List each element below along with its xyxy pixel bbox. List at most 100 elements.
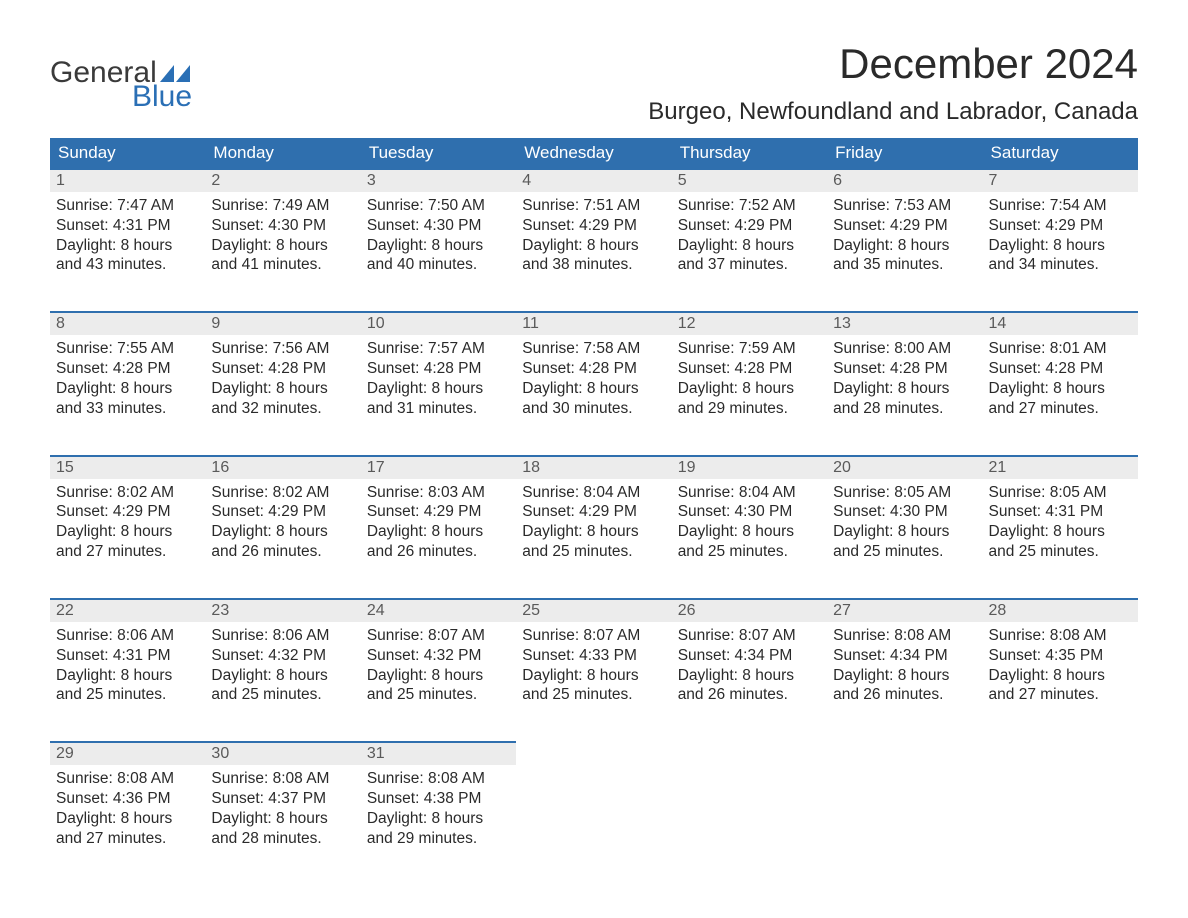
sunrise: Sunrise: 8:05 AM xyxy=(989,483,1132,503)
sunrise: Sunrise: 8:06 AM xyxy=(56,626,199,646)
day-body: Sunrise: 8:02 AMSunset: 4:29 PMDaylight:… xyxy=(205,479,360,566)
sunrise: Sunrise: 7:55 AM xyxy=(56,339,199,359)
sunrise: Sunrise: 8:05 AM xyxy=(833,483,976,503)
sunrise: Sunrise: 7:57 AM xyxy=(367,339,510,359)
calendar-cell: 14Sunrise: 8:01 AMSunset: 4:28 PMDayligh… xyxy=(983,311,1138,422)
day-body: Sunrise: 7:51 AMSunset: 4:29 PMDaylight:… xyxy=(516,192,671,279)
calendar-cell: 16Sunrise: 8:02 AMSunset: 4:29 PMDayligh… xyxy=(205,455,360,566)
sunset: Sunset: 4:30 PM xyxy=(678,502,821,522)
day-number: 1 xyxy=(50,170,205,192)
daylight-line-1: Daylight: 8 hours xyxy=(989,522,1132,542)
sunset: Sunset: 4:28 PM xyxy=(522,359,665,379)
day-number: 27 xyxy=(827,600,982,622)
day-number: 29 xyxy=(50,743,205,765)
daylight-line-2: and 25 minutes. xyxy=(989,542,1132,562)
logo: General Blue xyxy=(50,40,192,112)
calendar-cell: 28Sunrise: 8:08 AMSunset: 4:35 PMDayligh… xyxy=(983,598,1138,709)
week-separator xyxy=(50,709,1138,741)
sunrise: Sunrise: 8:02 AM xyxy=(56,483,199,503)
calendar-cell: 22Sunrise: 8:06 AMSunset: 4:31 PMDayligh… xyxy=(50,598,205,709)
sunset: Sunset: 4:30 PM xyxy=(833,502,976,522)
sunset: Sunset: 4:28 PM xyxy=(56,359,199,379)
sunrise: Sunrise: 7:58 AM xyxy=(522,339,665,359)
sunset: Sunset: 4:29 PM xyxy=(211,502,354,522)
logo-word-2: Blue xyxy=(50,82,192,112)
day-number: 15 xyxy=(50,457,205,479)
calendar-cell xyxy=(672,741,827,852)
day-number: 25 xyxy=(516,600,671,622)
weekday-header: Saturday xyxy=(983,138,1138,168)
daylight-line-2: and 32 minutes. xyxy=(211,399,354,419)
day-body: Sunrise: 7:53 AMSunset: 4:29 PMDaylight:… xyxy=(827,192,982,279)
daylight-line-1: Daylight: 8 hours xyxy=(678,379,821,399)
sunset: Sunset: 4:32 PM xyxy=(211,646,354,666)
day-number: 8 xyxy=(50,313,205,335)
calendar-cell: 20Sunrise: 8:05 AMSunset: 4:30 PMDayligh… xyxy=(827,455,982,566)
daylight-line-1: Daylight: 8 hours xyxy=(989,666,1132,686)
daylight-line-1: Daylight: 8 hours xyxy=(367,522,510,542)
daylight-line-1: Daylight: 8 hours xyxy=(522,522,665,542)
daylight-line-1: Daylight: 8 hours xyxy=(833,379,976,399)
day-body: Sunrise: 7:58 AMSunset: 4:28 PMDaylight:… xyxy=(516,335,671,422)
daylight-line-1: Daylight: 8 hours xyxy=(56,379,199,399)
day-number: 3 xyxy=(361,170,516,192)
daylight-line-1: Daylight: 8 hours xyxy=(211,522,354,542)
day-body: Sunrise: 7:49 AMSunset: 4:30 PMDaylight:… xyxy=(205,192,360,279)
sunset: Sunset: 4:34 PM xyxy=(833,646,976,666)
calendar-cell: 15 Sunrise: 8:02 AMSunset: 4:29 PMDayligh… xyxy=(50,455,205,566)
sunrise: Sunrise: 8:08 AM xyxy=(211,769,354,789)
sunset: Sunset: 4:29 PM xyxy=(833,216,976,236)
calendar-cell: 13Sunrise: 8:00 AMSunset: 4:28 PMDayligh… xyxy=(827,311,982,422)
daylight-line-2: and 27 minutes. xyxy=(989,685,1132,705)
day-number: 2 xyxy=(205,170,360,192)
daylight-line-2: and 26 minutes. xyxy=(367,542,510,562)
daylight-line-1: Daylight: 8 hours xyxy=(56,522,199,542)
location: Burgeo, Newfoundland and Labrador, Canad… xyxy=(648,98,1138,126)
day-number: 7 xyxy=(983,170,1138,192)
daylight-line-2: and 28 minutes. xyxy=(211,829,354,849)
daylight-line-2: and 38 minutes. xyxy=(522,255,665,275)
sunrise: Sunrise: 7:50 AM xyxy=(367,196,510,216)
daylight-line-1: Daylight: 8 hours xyxy=(367,809,510,829)
weekday-header: Wednesday xyxy=(516,138,671,168)
daylight-line-1: Daylight: 8 hours xyxy=(367,379,510,399)
weekday-header: Friday xyxy=(827,138,982,168)
calendar-cell: 7Sunrise: 7:54 AMSunset: 4:29 PMDaylight… xyxy=(983,168,1138,279)
calendar-cell: 19Sunrise: 8:04 AMSunset: 4:30 PMDayligh… xyxy=(672,455,827,566)
sunrise: Sunrise: 8:07 AM xyxy=(522,626,665,646)
day-body: Sunrise: 8:08 AMSunset: 4:34 PMDaylight:… xyxy=(827,622,982,709)
sunrise: Sunrise: 7:53 AM xyxy=(833,196,976,216)
sunrise: Sunrise: 7:49 AM xyxy=(211,196,354,216)
daylight-line-1: Daylight: 8 hours xyxy=(833,522,976,542)
sunset: Sunset: 4:29 PM xyxy=(56,502,199,522)
calendar-cell: 26Sunrise: 8:07 AMSunset: 4:34 PMDayligh… xyxy=(672,598,827,709)
day-number: 21 xyxy=(983,457,1138,479)
sunrise: Sunrise: 8:04 AM xyxy=(522,483,665,503)
sunset: Sunset: 4:30 PM xyxy=(211,216,354,236)
day-number: 30 xyxy=(205,743,360,765)
sunset: Sunset: 4:38 PM xyxy=(367,789,510,809)
day-body: Sunrise: 8:08 AMSunset: 4:38 PMDaylight:… xyxy=(361,765,516,852)
day-number: 9 xyxy=(205,313,360,335)
day-number: 4 xyxy=(516,170,671,192)
day-body: Sunrise: 8:07 AMSunset: 4:32 PMDaylight:… xyxy=(361,622,516,709)
sunset: Sunset: 4:28 PM xyxy=(367,359,510,379)
day-body: Sunrise: 8:04 AMSunset: 4:30 PMDaylight:… xyxy=(672,479,827,566)
daylight-line-1: Daylight: 8 hours xyxy=(211,379,354,399)
sunset: Sunset: 4:36 PM xyxy=(56,789,199,809)
day-number: 11 xyxy=(516,313,671,335)
daylight-line-2: and 31 minutes. xyxy=(367,399,510,419)
week-separator xyxy=(50,566,1138,598)
day-body: Sunrise: 8:08 AMSunset: 4:36 PMDaylight:… xyxy=(50,765,205,852)
daylight-line-2: and 28 minutes. xyxy=(833,399,976,419)
day-number: 17 xyxy=(361,457,516,479)
sunrise: Sunrise: 7:47 AM xyxy=(56,196,199,216)
daylight-line-1: Daylight: 8 hours xyxy=(211,809,354,829)
daylight-line-2: and 29 minutes. xyxy=(367,829,510,849)
calendar-cell xyxy=(827,741,982,852)
title-block: December 2024 Burgeo, Newfoundland and L… xyxy=(648,40,1138,126)
sunrise: Sunrise: 8:04 AM xyxy=(678,483,821,503)
weekday-header: Monday xyxy=(205,138,360,168)
calendar-week: 1Sunrise: 7:47 AMSunset: 4:31 PMDaylight… xyxy=(50,168,1138,279)
calendar-week: 22Sunrise: 8:06 AMSunset: 4:31 PMDayligh… xyxy=(50,598,1138,709)
